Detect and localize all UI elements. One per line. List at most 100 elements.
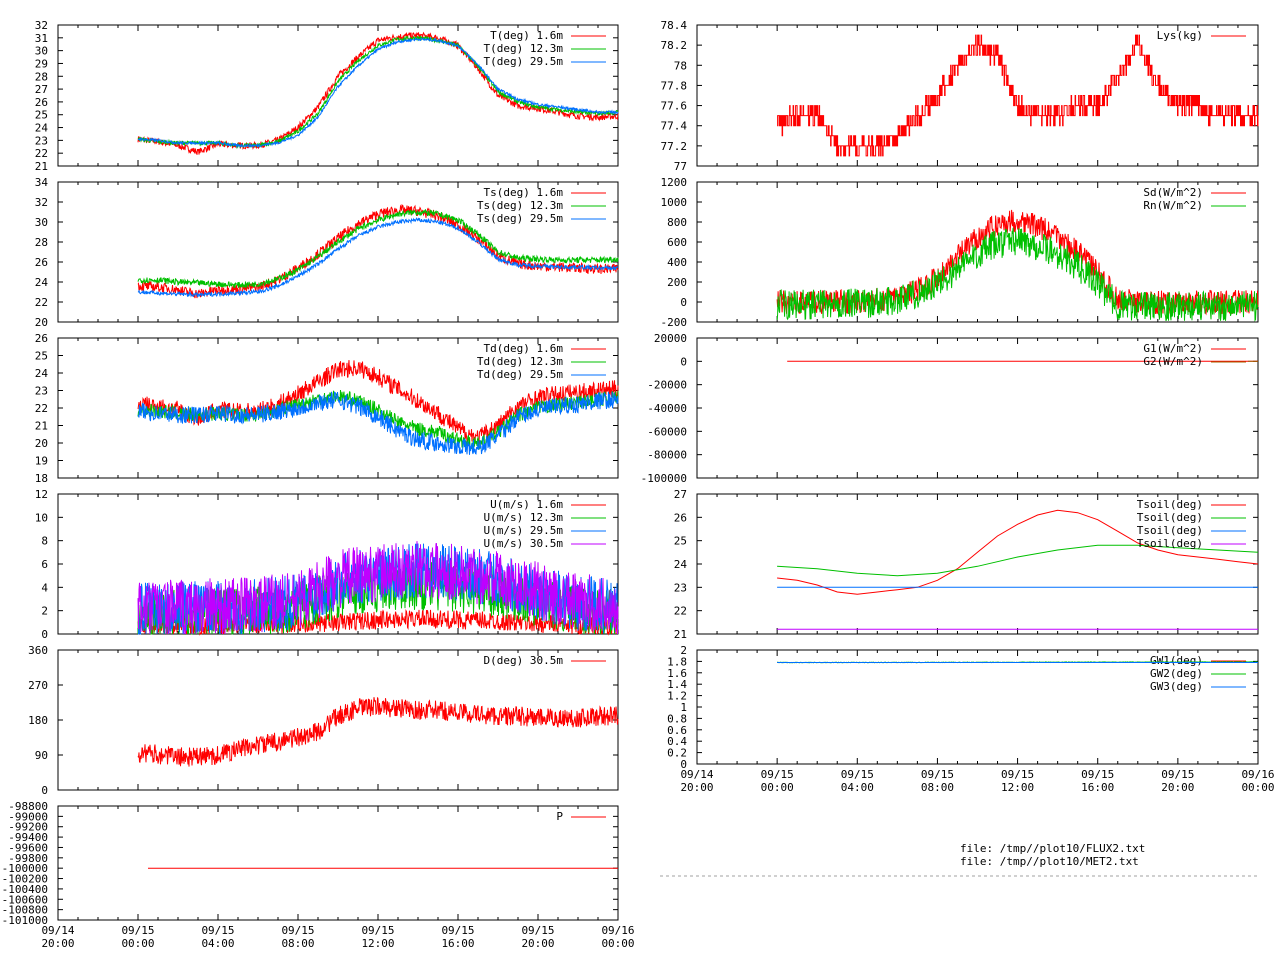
y-tick-label: 0	[680, 355, 687, 368]
chart-panel-9: -100000 -80000 -60000 -40000 -20000 0 20000 G1(…	[641, 332, 1259, 485]
x-tick-label: 09/14	[41, 924, 74, 937]
y-tick-label: 32	[35, 196, 48, 209]
legend-label: Lys(kg)	[1157, 29, 1203, 42]
legend-label: Ts(deg) 1.6m	[484, 186, 564, 199]
y-tick-label: 600	[667, 236, 687, 249]
y-tick-label: 90	[35, 749, 48, 762]
legend-label: U(m/s) 12.3m	[484, 511, 564, 524]
y-tick-label: 25	[674, 535, 687, 548]
y-tick-label: 21	[35, 160, 48, 173]
series-line-1	[137, 697, 619, 767]
y-tick-label: 77.4	[661, 120, 688, 133]
y-tick-label: 360	[28, 644, 48, 657]
y-tick-label: -60000	[647, 425, 687, 438]
y-tick-label: 1	[680, 701, 687, 714]
y-tick-label: 20	[35, 316, 48, 329]
legend-label: Ts(deg) 12.3m	[477, 199, 563, 212]
y-tick-label: 180	[28, 714, 48, 727]
legend-label: G1(W/m^2)	[1143, 342, 1203, 355]
y-tick-label: 27	[35, 83, 48, 96]
y-tick-label: 0.8	[667, 712, 687, 725]
y-tick-label: 28	[35, 70, 48, 83]
y-tick-label: -80000	[647, 449, 687, 462]
y-tick-label: -100000	[2, 862, 48, 875]
chart-panel-11: 00.20.40.60.811.21.41.61.8209/1420:0009/…	[667, 644, 1274, 794]
x-tick-label: 09/15	[921, 768, 954, 781]
x-tick-label: 09/15	[1161, 768, 1194, 781]
y-tick-label: 28	[35, 236, 48, 249]
series-line-1	[777, 509, 1259, 595]
y-tick-label: 25	[35, 109, 48, 122]
legend-label: T(deg) 1.6m	[490, 29, 563, 42]
y-tick-label: 23	[35, 134, 48, 147]
y-tick-label: 2	[680, 644, 687, 657]
plot-frame	[57, 805, 619, 921]
x-tick-label: 09/15	[1081, 768, 1114, 781]
y-tick-label: 78	[674, 59, 687, 72]
chart-panel-7: 77 77.2 77.4 77.6 77.8 78 78.2 78.4 Lys(kg)	[661, 19, 1259, 173]
chart-panel-5: 0 90 180 270 360 D(deg) 30.5m	[28, 644, 619, 797]
y-tick-label: 1.8	[667, 655, 687, 668]
y-tick-label: 1000	[661, 196, 688, 209]
series-line-3	[137, 391, 619, 455]
y-tick-label: 23	[35, 385, 48, 398]
y-tick-label: 21	[35, 420, 48, 433]
legend-label: Tsoil(deg)	[1137, 537, 1203, 550]
legend-label: Tsoil(deg)	[1137, 511, 1203, 524]
x-tick-label: 20:00	[680, 781, 713, 794]
y-tick-label: -200	[661, 316, 688, 329]
x-tick-label: 16:00	[441, 937, 474, 950]
y-tick-label: 77	[674, 160, 687, 173]
x-tick-label: 09/15	[841, 768, 874, 781]
y-tick-label: -99200	[8, 821, 48, 834]
x-tick-label: 16:00	[1081, 781, 1114, 794]
y-tick-label: -100200	[2, 873, 48, 886]
y-tick-label: -98800	[8, 800, 48, 813]
y-tick-label: 0.4	[667, 735, 687, 748]
legend-label: P	[556, 810, 563, 823]
y-tick-label: 26	[674, 511, 687, 524]
y-tick-label: 32	[35, 19, 48, 32]
y-tick-label: 22	[35, 402, 48, 415]
y-tick-label: 0	[680, 296, 687, 309]
x-tick-label: 09/14	[680, 768, 713, 781]
x-tick-label: 09/15	[521, 924, 554, 937]
legend-label: Td(deg) 29.5m	[477, 368, 563, 381]
y-tick-label: 22	[35, 147, 48, 160]
series-line-2	[137, 208, 619, 289]
y-tick-label: -99600	[8, 841, 48, 854]
x-tick-label: 09/15	[441, 924, 474, 937]
file-line-2: file: /tmp//plot10/MET2.txt	[960, 855, 1139, 868]
x-tick-label: 08:00	[281, 937, 314, 950]
y-tick-label: 0.2	[667, 747, 687, 760]
x-tick-label: 12:00	[361, 937, 394, 950]
chart-panel-8: -200 0 200 400 600 800 1000 1200 Sd(W/m^2)Rn(W/m…	[661, 176, 1259, 329]
y-tick-label: 24	[674, 558, 688, 571]
legend-label: U(m/s) 1.6m	[490, 498, 563, 511]
legend-label: U(m/s) 29.5m	[484, 524, 564, 537]
y-tick-label: 23	[674, 581, 687, 594]
y-tick-label: 12	[35, 488, 48, 501]
y-tick-label: -99000	[8, 810, 48, 823]
x-tick-label: 20:00	[521, 937, 554, 950]
series-line-3	[138, 36, 619, 149]
legend-label: Sd(W/m^2)	[1143, 186, 1203, 199]
y-tick-label: -20000	[647, 379, 687, 392]
y-tick-label: 400	[667, 256, 687, 269]
y-tick-label: 18	[35, 472, 48, 485]
series-line-2	[777, 544, 1259, 577]
y-tick-label: 2	[41, 605, 48, 618]
y-tick-label: 1.4	[667, 678, 687, 691]
series-line-1	[777, 34, 1259, 157]
y-tick-label: 26	[35, 332, 48, 345]
y-tick-label: 1.6	[667, 667, 687, 680]
series-line-3	[137, 217, 619, 298]
legend-label: T(deg) 12.3m	[484, 42, 564, 55]
y-tick-label: 22	[674, 605, 687, 618]
file-info: file: /tmp//plot10/FLUX2.txt file: /tmp/…	[960, 842, 1260, 868]
chart-panel-10: 21222324252627Tsoil(deg)Tsoil(deg)Tsoil(…	[674, 488, 1259, 641]
x-tick-label: 09/15	[761, 768, 794, 781]
y-tick-label: 31	[35, 32, 48, 45]
